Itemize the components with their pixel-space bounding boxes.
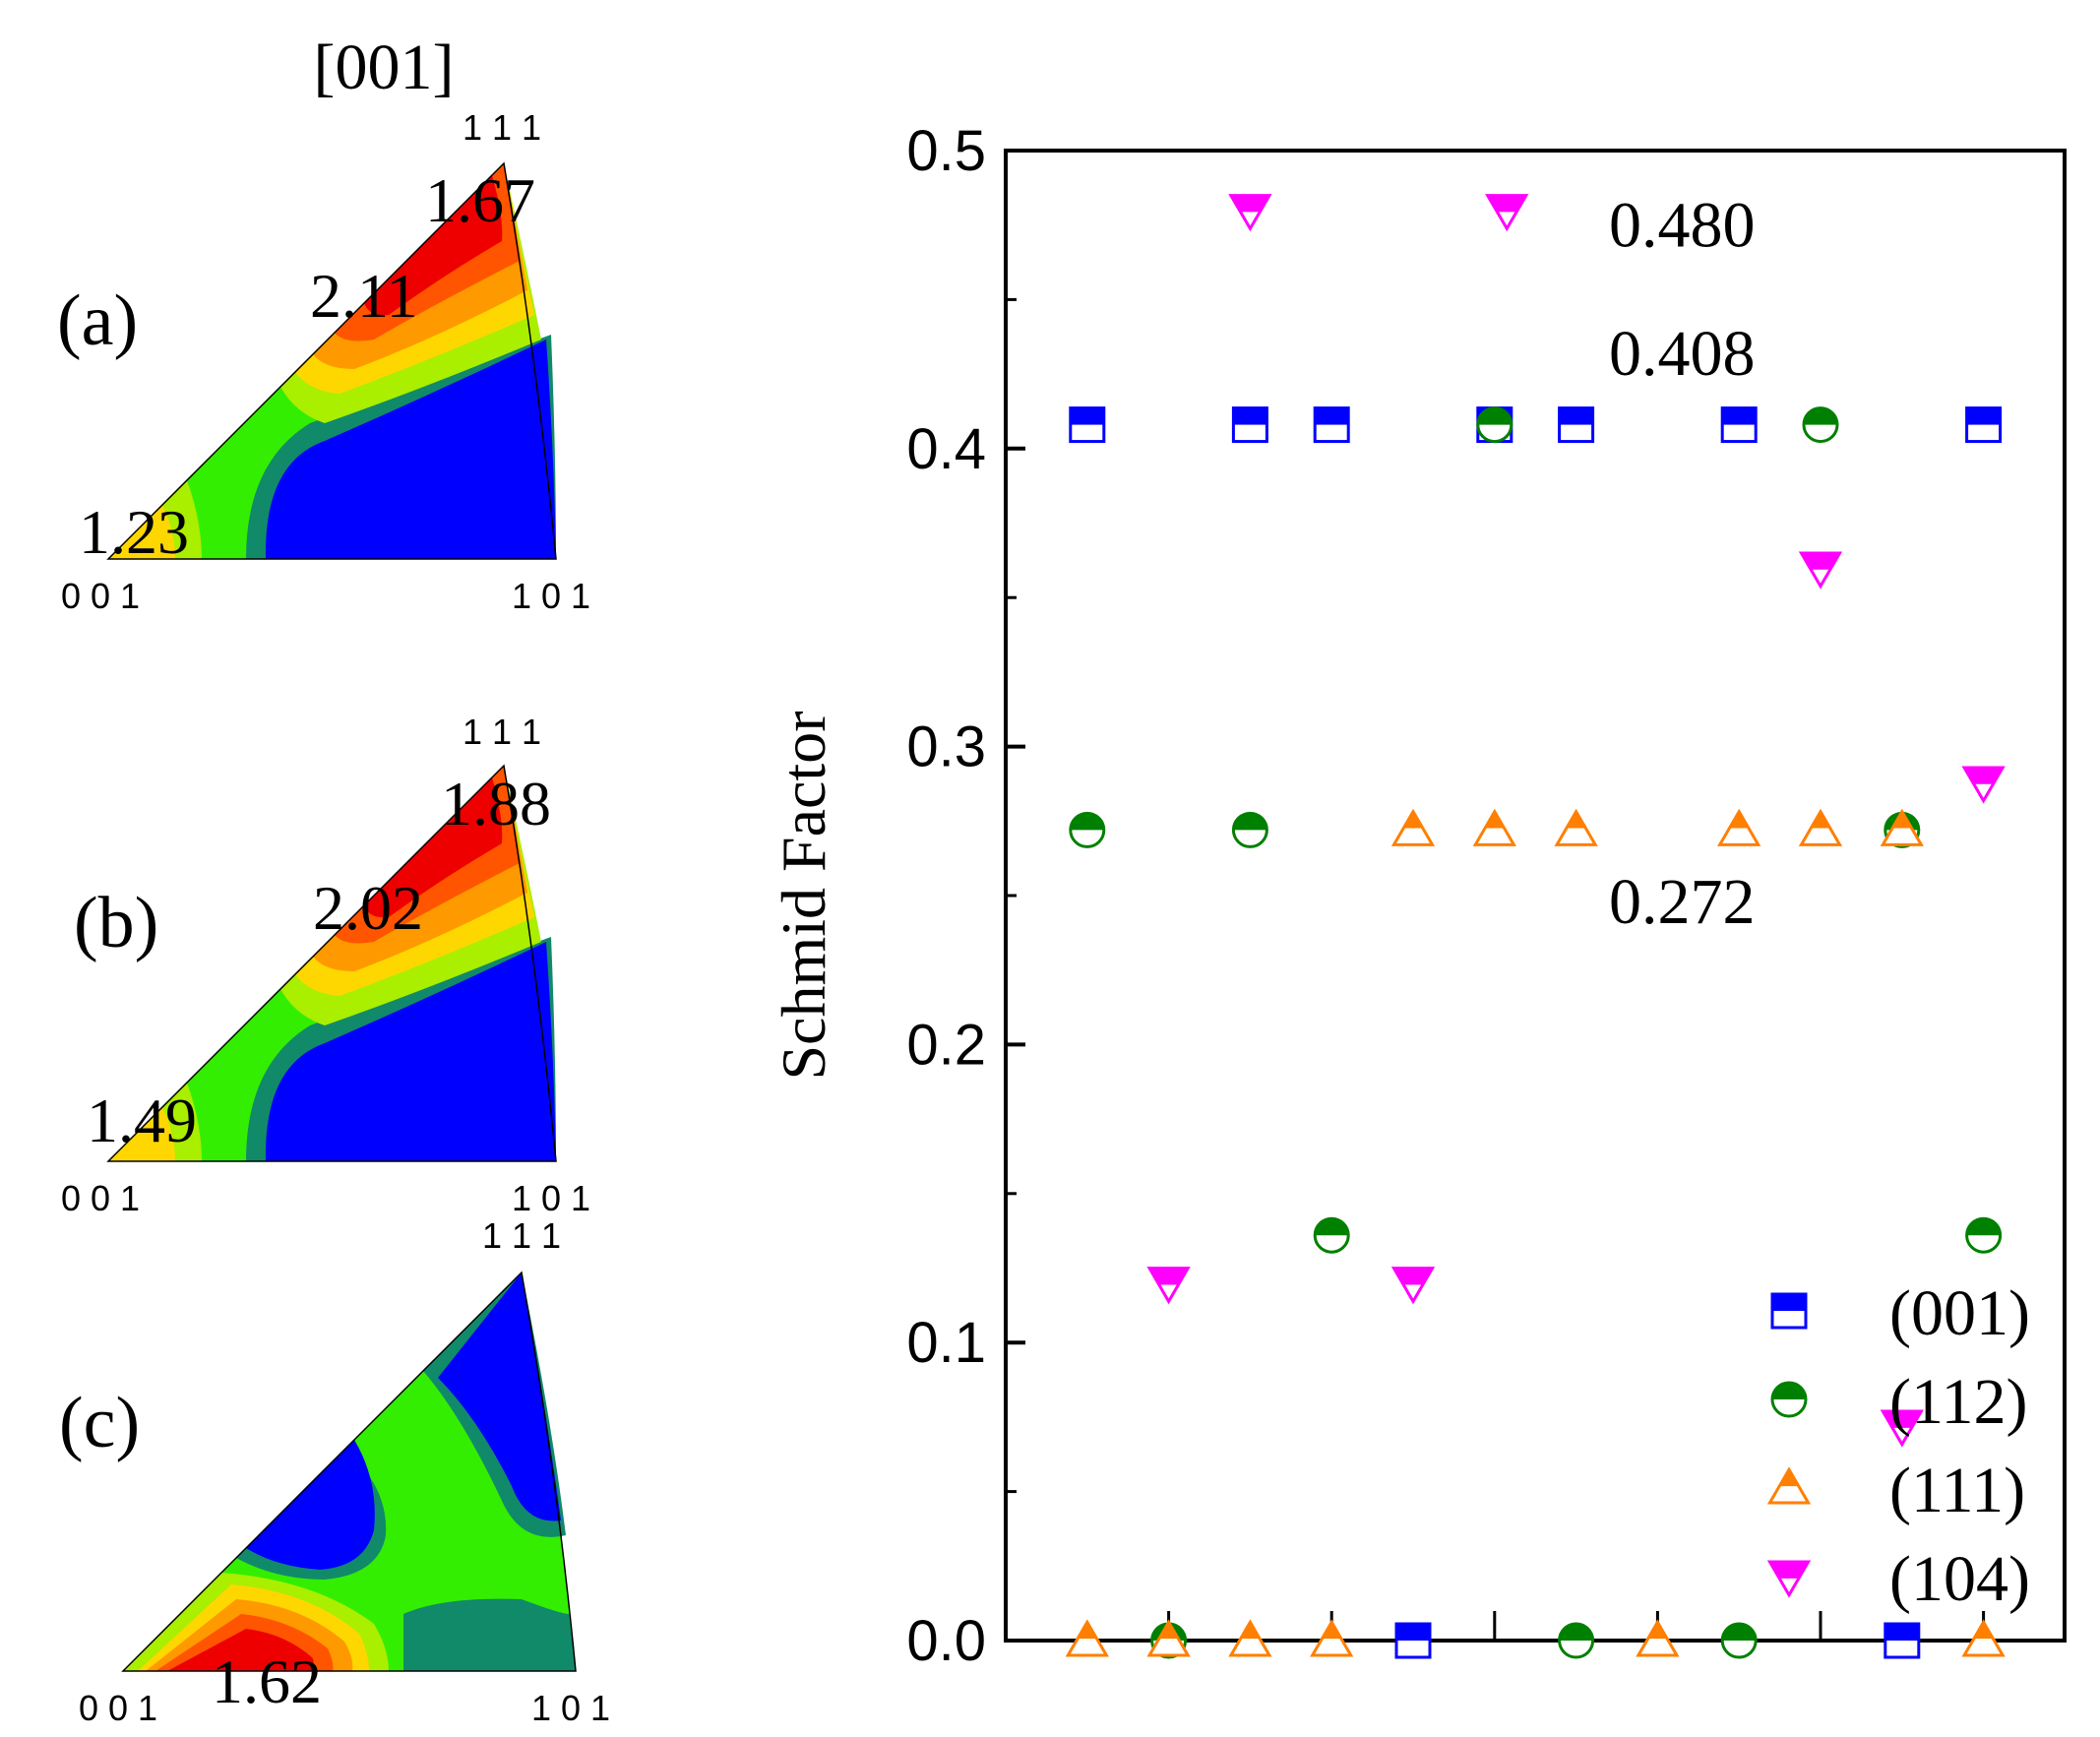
data-point bbox=[1636, 1619, 1680, 1657]
ipf-panel-label-b: (b) bbox=[74, 883, 158, 963]
data-point bbox=[1717, 808, 1761, 846]
data-point bbox=[1231, 406, 1268, 444]
chart-annotations: 0.480 0.408 0.272 bbox=[1609, 190, 1756, 938]
data-point bbox=[1231, 811, 1268, 848]
y-tick-label: 0.4 bbox=[906, 417, 986, 481]
ipf-value-min-b: 1.49 bbox=[87, 1086, 197, 1155]
data-point bbox=[1390, 808, 1436, 846]
ipf-panel-label-a: (a) bbox=[57, 280, 138, 361]
ipf-corner-101-c: 1 0 1 bbox=[531, 1688, 610, 1728]
data-point bbox=[1554, 808, 1598, 846]
legend-marker bbox=[1766, 1466, 1812, 1505]
ipf-corner-111-c: 1 1 1 bbox=[482, 1215, 561, 1256]
data-point bbox=[1146, 1267, 1191, 1305]
data-point bbox=[1798, 808, 1843, 846]
legend-label: (104) bbox=[1889, 1543, 2030, 1615]
ipf-panel-b: (b) 1 1 1 0 0 1 1 0 1 1.88 2.02 1.49 bbox=[61, 712, 590, 1218]
data-point bbox=[1472, 808, 1516, 846]
data-point bbox=[1884, 1622, 1921, 1659]
x-axis-ticks bbox=[1085, 1611, 1986, 1641]
data-point bbox=[1069, 406, 1106, 444]
data-point bbox=[1476, 406, 1513, 444]
ipf-direction-label: [001] bbox=[314, 31, 455, 103]
chart-markers bbox=[1065, 194, 2006, 1659]
ipf-triangle-b bbox=[106, 764, 557, 1162]
legend-label: (001) bbox=[1889, 1277, 2030, 1349]
data-point bbox=[1069, 811, 1106, 848]
data-point bbox=[1720, 406, 1758, 444]
schmid-factor-chart: 0.00.10.20.30.40.5 Schmid Factor 0.4800.… bbox=[769, 119, 2067, 1673]
ipf-value-mid-b: 2.02 bbox=[313, 873, 423, 943]
ipf-value-max-b: 1.88 bbox=[441, 769, 551, 838]
value-annotation: 0.480 bbox=[1609, 190, 1756, 262]
data-point bbox=[1798, 551, 1843, 589]
y-axis-label: Schmid Factor bbox=[769, 711, 838, 1080]
data-point bbox=[1313, 406, 1350, 444]
y-axis-ticks: 0.0 0.1 0.2 0.3 0.4 0.5 bbox=[906, 119, 1025, 1673]
ipf-value-mid-a: 2.11 bbox=[310, 261, 418, 331]
chart-legend: (001) (112) (111) (104) bbox=[1766, 1277, 2030, 1615]
legend-marker bbox=[1770, 1292, 1808, 1330]
data-point bbox=[1961, 766, 2006, 804]
ipf-corner-111-a: 1 1 1 bbox=[463, 107, 541, 148]
y-tick-label: 0.0 bbox=[906, 1609, 986, 1673]
ipf-triangle-a bbox=[106, 161, 557, 560]
legend-marker bbox=[1770, 1381, 1808, 1418]
ipf-corner-001-c: 0 0 1 bbox=[79, 1688, 157, 1728]
data-point bbox=[1961, 1619, 2006, 1657]
ipf-corner-001-b: 0 0 1 bbox=[61, 1178, 140, 1218]
ipf-corner-101-b: 1 0 1 bbox=[512, 1178, 590, 1218]
data-point bbox=[1965, 1216, 2003, 1254]
y-tick-label: 0.2 bbox=[906, 1013, 986, 1077]
data-point bbox=[1720, 1622, 1758, 1659]
ipf-triangle-c bbox=[121, 1271, 577, 1672]
ipf-corner-001-a: 0 0 1 bbox=[61, 576, 140, 616]
data-point bbox=[1390, 1267, 1436, 1305]
y-tick-label: 0.1 bbox=[906, 1311, 986, 1375]
ipf-panel-label-c: (c) bbox=[59, 1383, 140, 1463]
data-point bbox=[1310, 1619, 1354, 1657]
y-tick-label: 0.5 bbox=[906, 119, 986, 183]
y-tick-label: 0.3 bbox=[906, 715, 986, 779]
data-point bbox=[1965, 406, 2003, 444]
data-point bbox=[1802, 406, 1839, 444]
data-point bbox=[1558, 1622, 1595, 1659]
legend-label: (112) bbox=[1889, 1366, 2028, 1438]
ipf-value-min-a: 1.23 bbox=[79, 497, 189, 567]
data-point bbox=[1146, 1619, 1191, 1657]
annotation-marker bbox=[1485, 194, 1529, 232]
data-point bbox=[1313, 1216, 1350, 1254]
value-annotation: 0.408 bbox=[1609, 318, 1756, 390]
data-point bbox=[1880, 808, 1924, 846]
ipf-corner-111-b: 1 1 1 bbox=[463, 712, 541, 752]
legend-marker bbox=[1766, 1560, 1812, 1598]
data-point bbox=[1880, 1409, 1924, 1448]
legend-label: (111) bbox=[1889, 1455, 2025, 1526]
ipf-panel-a: (a) 1 1 1 0 0 1 1 0 1 1.67 2.11 1.23 bbox=[57, 107, 590, 616]
ipf-corner-101-a: 1 0 1 bbox=[512, 576, 590, 616]
data-point bbox=[1228, 1619, 1272, 1657]
ipf-panel-c: (c) 1 1 1 0 0 1 1 0 1 1.62 bbox=[59, 1215, 610, 1728]
data-point bbox=[1228, 194, 1272, 232]
ipf-value-max-a: 1.67 bbox=[425, 165, 535, 235]
plot-frame bbox=[1004, 149, 2067, 1643]
data-point bbox=[1065, 1619, 1109, 1657]
data-point bbox=[1394, 1622, 1432, 1659]
ipf-value-min-c: 1.62 bbox=[212, 1646, 322, 1716]
value-annotation: 0.272 bbox=[1609, 866, 1756, 938]
ipf-column: [001] (a) 1 1 1 bbox=[57, 31, 610, 1728]
data-point bbox=[1558, 406, 1595, 444]
